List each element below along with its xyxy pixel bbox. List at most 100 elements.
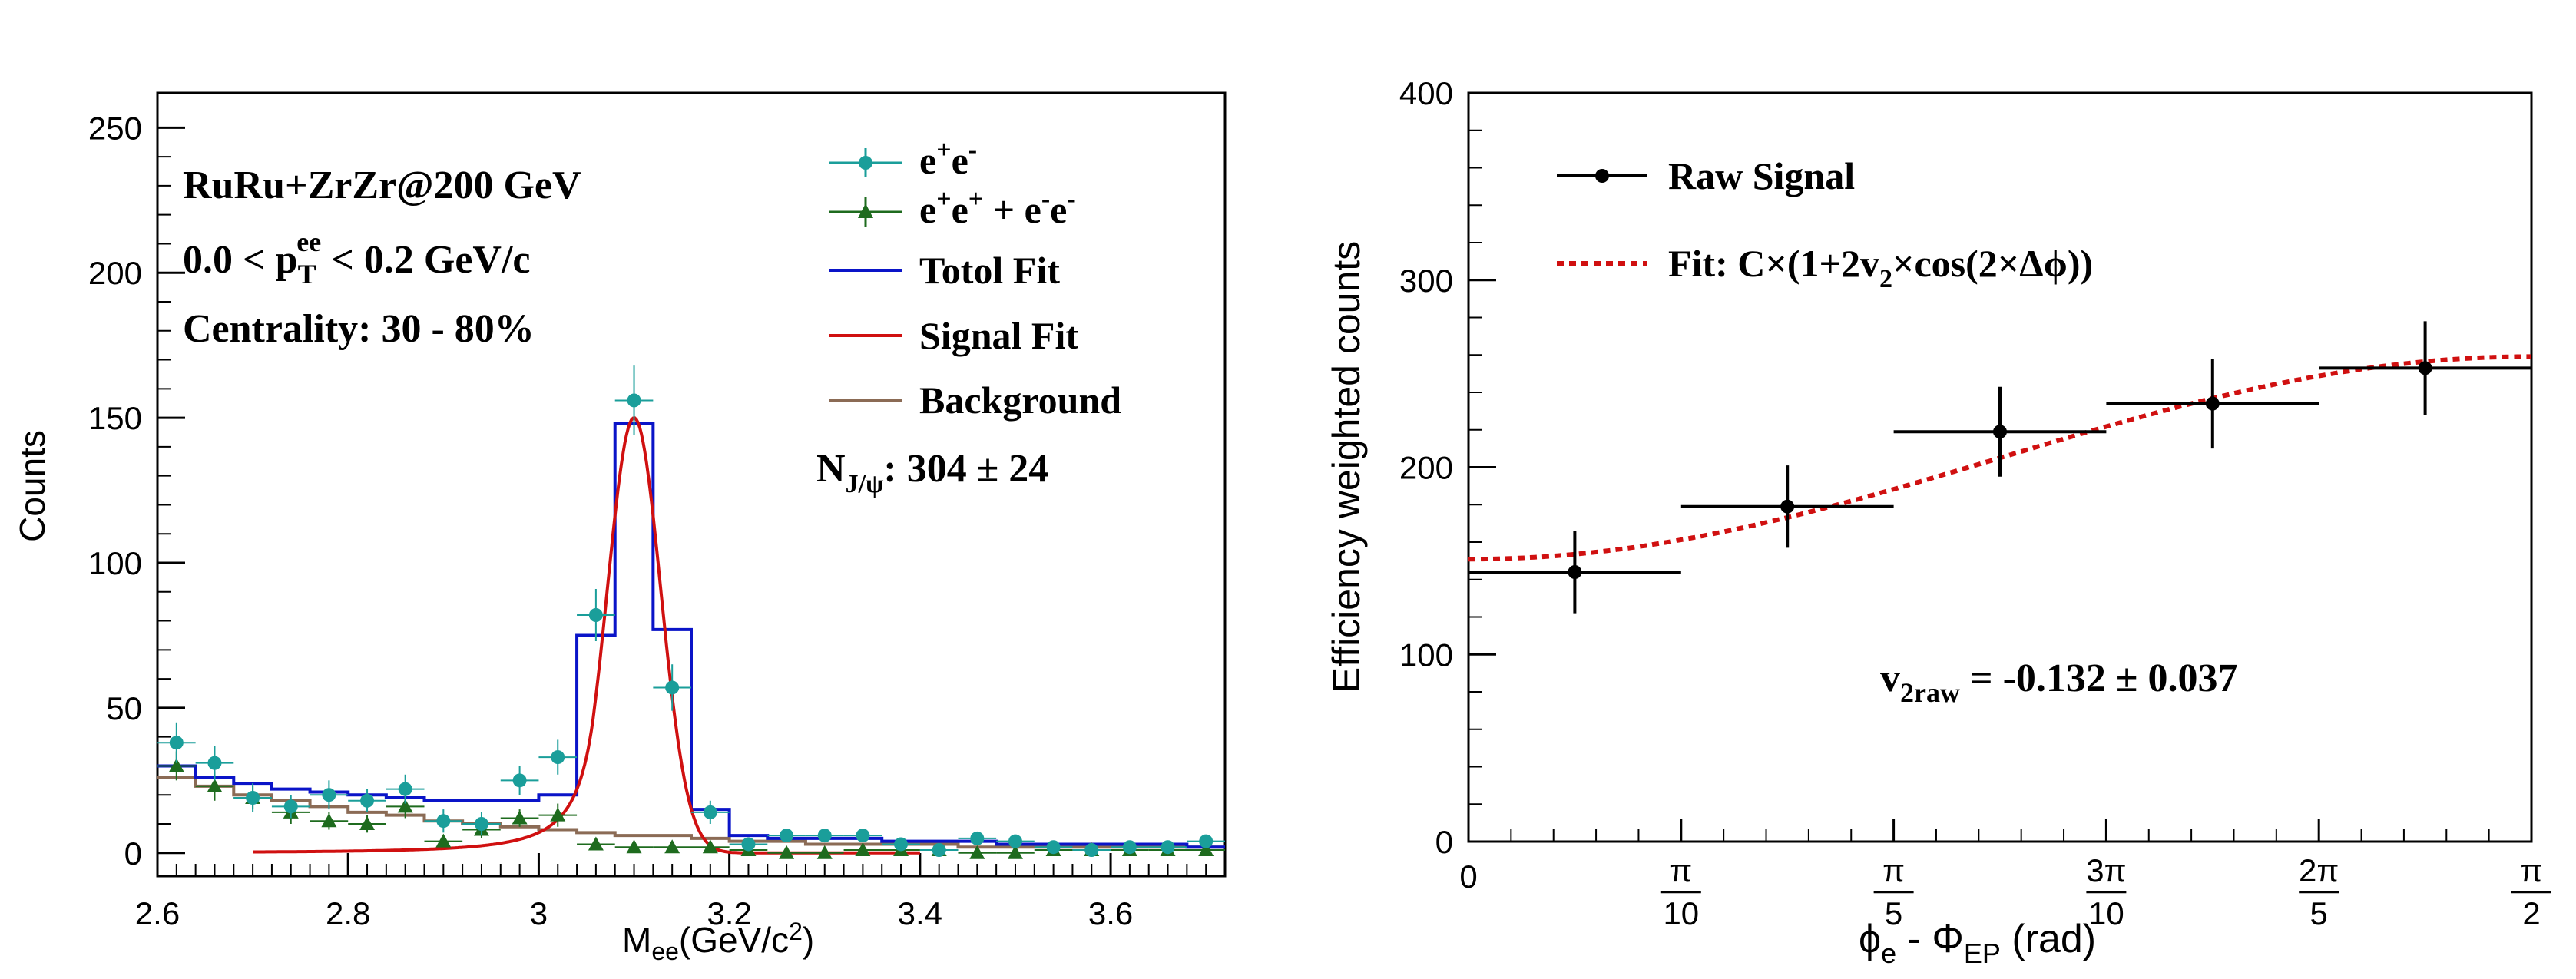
- unlike-sign-point: [665, 680, 680, 695]
- left-y-tick-label: 0: [124, 835, 142, 872]
- like-sign-point: [1007, 845, 1023, 859]
- unlike-sign-point: [703, 805, 717, 819]
- right-legend: Raw Signal Fit: C×(1+2v2×cos(2×Δϕ)): [1557, 154, 2093, 293]
- left-x-tick-label: 3.2: [707, 895, 751, 931]
- legend-label-unlike-sign: e+e-: [919, 136, 977, 182]
- left-x-title-units-close: ): [803, 920, 814, 960]
- left-y-tick-label: 100: [88, 545, 142, 581]
- legend-label-background: Background: [919, 379, 1121, 422]
- right-x-title-phi: ϕ: [1859, 917, 1881, 961]
- like-sign-point: [588, 836, 604, 851]
- legend-entry-background: Background: [829, 379, 1121, 422]
- unlike-sign-point: [894, 837, 909, 852]
- like-sign-point: [626, 839, 642, 854]
- legend-entry-raw-signal: Raw Signal: [1557, 154, 1855, 197]
- right-y-tick-label: 200: [1399, 450, 1453, 486]
- like-sign-point: [969, 845, 985, 859]
- right-x-title-mid: - Φ: [1896, 917, 1964, 961]
- like-sign-point: [779, 845, 795, 859]
- like-sign-point: [816, 845, 833, 859]
- legend-entry-total-fit: Totol Fit: [829, 249, 1060, 292]
- left-x-tick-label: 3: [530, 895, 548, 931]
- right-x-tick-denominator: 5: [1885, 895, 1902, 931]
- like-sign-point: [168, 758, 184, 772]
- right-y-axis: 0 100 200 300 400: [1399, 75, 1496, 860]
- raw-signal-point: [2418, 361, 2432, 375]
- left-legend: e+e- e+e+ + e-e- Totol Fit Signal Fit: [829, 136, 1121, 422]
- unlike-sign-point: [283, 799, 298, 814]
- left-x-title-sub: ee: [651, 938, 679, 965]
- right-x-tick-numerator: π: [2521, 852, 2543, 888]
- legend-label-signal-fit: Signal Fit: [919, 314, 1078, 357]
- raw-signal-point: [1993, 425, 2007, 439]
- unlike-sign-point: [627, 393, 641, 408]
- njpsi-pre: N: [816, 447, 846, 491]
- total-fit-line: [157, 422, 1225, 849]
- right-x-tick-numerator: π: [1670, 852, 1692, 888]
- left-x-tick-label: 2.6: [135, 895, 180, 931]
- like-sign-point: [1198, 842, 1214, 856]
- right-x-tick-numerator: 2π: [2299, 852, 2339, 888]
- left-y-tick-label: 50: [106, 690, 142, 726]
- pt-range-sup: ee: [296, 227, 321, 257]
- pt-range-label: 0.0 < pTee < 0.2 GeV/c: [183, 227, 531, 289]
- right-x-tick-denominator: 10: [1663, 895, 1699, 931]
- left-x-tick-label: 2.8: [326, 895, 370, 931]
- unlike-sign-point: [207, 756, 222, 770]
- background-fit-line: [157, 776, 1225, 849]
- right-x-tick-denominator: 5: [2310, 895, 2328, 931]
- like-sign-point: [397, 799, 413, 813]
- left-x-title-units: (GeV/c: [679, 920, 789, 960]
- like-sign-point: [855, 842, 871, 856]
- raw-signal-point: [1780, 499, 1795, 514]
- left-x-axis-title: Mee(GeV/c2): [622, 918, 814, 965]
- unlike-sign-point: [360, 793, 375, 808]
- right-x-tick-numerator: 3π: [2086, 852, 2126, 888]
- left-y-axis: 0 50 100 150 200 250: [88, 110, 185, 872]
- like-sign-point: [435, 833, 452, 848]
- njpsi-sub: J/ψ: [846, 470, 884, 498]
- left-series: [157, 365, 1225, 859]
- unlike-sign-point: [246, 791, 260, 805]
- legend-entry-fit: Fit: C×(1+2v2×cos(2×Δϕ)): [1557, 242, 2093, 293]
- pt-range-sub: T: [298, 259, 316, 289]
- unlike-sign-point: [932, 843, 946, 857]
- unlike-sign-point: [741, 837, 756, 852]
- unlike-sign-point: [322, 788, 336, 802]
- left-y-axis-title: Counts: [12, 430, 52, 542]
- like-sign-point: [664, 839, 680, 854]
- left-y-tick-label: 250: [88, 110, 142, 146]
- right-series: [1468, 321, 2531, 614]
- unlike-sign-point: [398, 782, 412, 796]
- unlike-sign-point: [1084, 843, 1099, 857]
- like-sign-point: [550, 807, 566, 822]
- unlike-sign-point: [970, 831, 985, 845]
- unlike-sign-point: [474, 817, 488, 831]
- legend-marker-circle: [859, 156, 872, 170]
- legend-label-total-fit: Totol Fit: [919, 249, 1060, 292]
- right-y-tick-label: 100: [1399, 637, 1453, 673]
- unlike-sign-point: [1008, 834, 1022, 848]
- like-sign-point: [207, 778, 223, 792]
- left-x-tick-label: 3.6: [1088, 895, 1133, 931]
- left-x-title-main: M: [622, 920, 651, 960]
- centrality-label: Centrality: 30 - 80%: [183, 307, 535, 351]
- unlike-sign-point: [1122, 840, 1137, 855]
- legend-entry-like-sign: e+e+ + e-e-: [829, 185, 1076, 231]
- legend-label-like-sign: e+e+ + e-e-: [919, 185, 1076, 231]
- unlike-sign-point: [436, 814, 451, 829]
- unlike-sign-point: [1199, 834, 1214, 848]
- njpsi-post: : 304 ± 24: [883, 447, 1048, 491]
- unlike-sign-point: [817, 829, 832, 843]
- unlike-sign-point: [512, 773, 527, 788]
- right-chart-panel: 0 100 200 300 400 0 π 10 π 5 3π 10 2π 5 π 2 Efficiency…: [1325, 75, 2551, 969]
- like-sign-point: [359, 816, 376, 830]
- njpsi-yield-label: NJ/ψ: 304 ± 24: [816, 447, 1048, 498]
- left-x-tick-label: 3.4: [898, 895, 942, 931]
- left-y-tick-label: 200: [88, 255, 142, 291]
- left-x-title-units-sup: 2: [789, 918, 803, 945]
- right-y-axis-title: Efficiency weighted counts: [1325, 241, 1368, 693]
- legend-marker-raw: [1595, 169, 1609, 183]
